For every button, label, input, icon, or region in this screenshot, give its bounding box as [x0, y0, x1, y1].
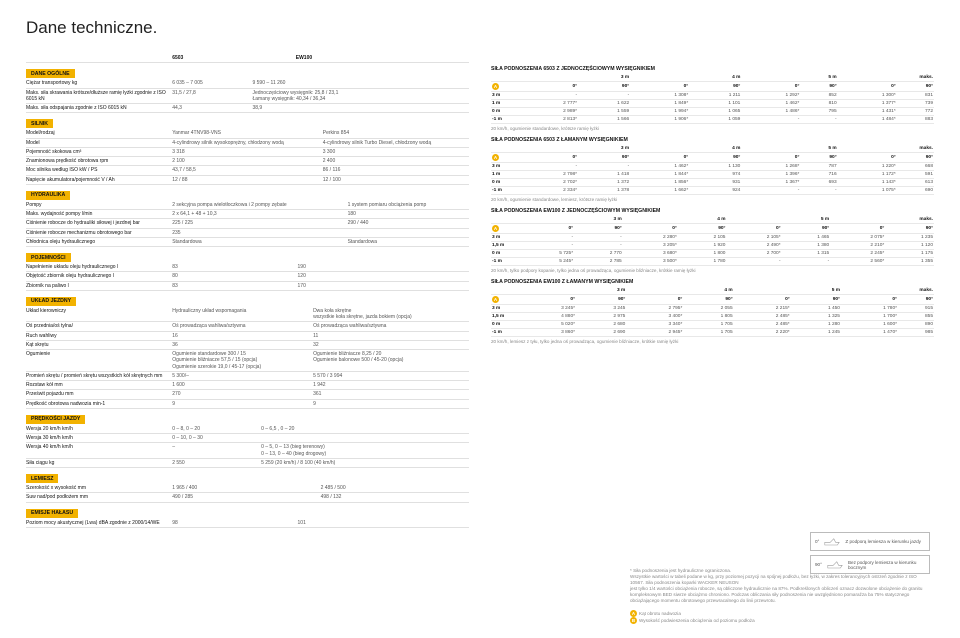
- lift-title: SIŁA PODNOSZENIA 6503 Z ŁAMANYM WYSIĘGNI…: [491, 137, 934, 143]
- table-row: Maks. siła skrawania krótsze/dłuższe ram…: [26, 88, 469, 104]
- table-row: Rozstaw kół mm1 6001 942: [26, 381, 469, 390]
- section-head: UKŁAD JEZDNY: [26, 297, 76, 306]
- lift-title: SIŁA PODNOSZENIA EW100 Z JEDNOCZĘŚCIOWYM…: [491, 208, 934, 214]
- table-row: Maks. siła odspajania zgodnie z ISO 6015…: [26, 104, 469, 113]
- table-row: -1 m2 813*1 5661 906*1 059--1 484*883: [491, 116, 934, 124]
- table-row: Wersja 30 km/h km/h0 – 10, 0 – 30: [26, 434, 469, 443]
- page-title: Dane techniczne.: [26, 18, 469, 38]
- table-row: Maks. wydajność pompy l/min2 x 64,1 + 48…: [26, 210, 469, 219]
- table-row: Ciśnienie robocze do hydrauliki siłowej …: [26, 219, 469, 228]
- legend-a: Kąt obrotu nadwozia: [639, 611, 681, 616]
- table-row: Promień skrętu / promień skrętu wszystki…: [26, 371, 469, 380]
- marker-b-icon: B: [630, 617, 637, 624]
- table-row: 0 m2 989*1 5591 994*1 0651 486*7951 431*…: [491, 108, 934, 116]
- table-row: Prędkość obrotowa nadwozia min-199: [26, 399, 469, 408]
- table-row: OgumienieOgumienie standardowe 300 / 15 …: [26, 350, 469, 372]
- table-row: Suw nad/pod podłożem mm490 / 285498 / 13…: [26, 493, 469, 502]
- angle-0: 0°: [815, 539, 819, 544]
- table-row: Pompy2 sekcyjna pompa wielotłoczkowa i 2…: [26, 201, 469, 210]
- spec-table: Napełnienie układu oleju hydraulicznego …: [26, 263, 469, 291]
- footnote-asterisk: * Siła podnoszenia jest hydrauliczne ogr…: [630, 568, 930, 604]
- table-row: Ciśnienie robocze mechanizmu obrotowego …: [26, 228, 469, 237]
- table-row: 1 m2 798*1 4181 844*9741 396*7161 172*59…: [491, 171, 934, 179]
- lift-note: 20 km/h, ogumienie standardowe, lemiesz,…: [491, 197, 934, 202]
- angle-90: 90°: [815, 562, 822, 567]
- table-row: -1 m3 860*2 6902 945*1 7052 220*1 2451 4…: [491, 329, 934, 337]
- table-row: Wersja 40 km/h km/h–0 – 5, 0 – 13 (bieg …: [26, 443, 469, 459]
- legend-b: Wysokość podwieszenia obciążenia od pozi…: [639, 618, 755, 623]
- lift-title: SIŁA PODNOSZENIA EW100 Z ŁAMANYM WYSIĘGN…: [491, 279, 934, 285]
- spec-table: Poziom mocy akustycznej (Lwa) dBA zgodni…: [26, 519, 469, 528]
- table-row: 3 m--1 308*1 2111 292*8521 300*831: [491, 92, 934, 100]
- spec-table: Wersja 20 km/h km/h0 – 8, 0 – 200 – 6,5 …: [26, 425, 469, 468]
- table-row: 1 m2 777*1 6221 849*1 1011 462*8101 377*…: [491, 100, 934, 108]
- lift-table: 3 m4 m5 mmaks.A0°90°0°90°0°90°0°90°3 m--…: [491, 216, 934, 266]
- table-row: Ruch wahliwy1611: [26, 331, 469, 340]
- lift-table: 3 m4 m5 mmaks.A0°90°0°90°0°90°0°90°3 m3 …: [491, 287, 934, 337]
- table-row: Objętość zbiornik oleju hydraulicznego l…: [26, 272, 469, 281]
- right-column: SIŁA PODNOSZENIA 6503 Z JEDNOCZĘŚCIOWYM …: [491, 18, 934, 530]
- table-row: Wersja 20 km/h km/h0 – 8, 0 – 200 – 6,5 …: [26, 425, 469, 434]
- table-row: -1 m5 245*2 7853 500*1 780--2 560*1 355: [491, 258, 934, 266]
- table-row: 0 m5 725*2 7703 680*1 8002 700*1 3152 24…: [491, 250, 934, 258]
- lift-note: 20 km/h, ogumienie standardowe, krótsze …: [491, 126, 934, 131]
- table-row: Napełnienie układu oleju hydraulicznego …: [26, 263, 469, 272]
- section-head: DANE OGÓLNE: [26, 69, 75, 78]
- angle-0-text: Z podporą lemiesza w kierunku jazdy: [845, 539, 921, 544]
- table-row: Kąt skrętu3632: [26, 340, 469, 349]
- lift-table: 3 m4 m5 mmaks.A0°90°0°90°0°90°0°90°3 m--…: [491, 145, 934, 195]
- table-row: 0 m5 020*2 6803 340*1 7052 485*1 2801 60…: [491, 321, 934, 329]
- table-row: 3 m--1 462*1 1301 268*7871 220*668: [491, 163, 934, 171]
- table-row: 0 m2 702*1 3721 856*9311 367*6931 143*61…: [491, 179, 934, 187]
- excavator-icon: [823, 536, 841, 547]
- spec-table: Ciężar transportowy kg6 035 – 7 0059 590…: [26, 79, 469, 113]
- section-head: EMISJE HAŁASU: [26, 509, 78, 518]
- spec-table: Pompy2 sekcyjna pompa wielotłoczkowa i 2…: [26, 201, 469, 247]
- table-row: Szerokość x wysokość mm1 965 / 4002 485 …: [26, 484, 469, 493]
- table-row: 3 m--2 280*2 1052 105*1 4652 075*1 235: [491, 234, 934, 242]
- table-row: Siła ciągu kg2 5505 259 (20 km/h) / 8 10…: [26, 458, 469, 467]
- table-row: Prześwit pojazdu mm270361: [26, 390, 469, 399]
- section-head: LEMIESZ: [26, 474, 58, 483]
- spec-table: Układ kierowniczyHydrauliczny układ wspo…: [26, 307, 469, 409]
- footer-notes: * Siła podnoszenia jest hydrauliczne ogr…: [630, 568, 930, 624]
- lift-title: SIŁA PODNOSZENIA 6503 Z JEDNOCZĘŚCIOWYM …: [491, 66, 934, 72]
- lift-note: 20 km/h, tylko podpory kopanie, tylko je…: [491, 268, 934, 273]
- table-row: -1 m2 334*1 3781 662*924--1 075*690: [491, 187, 934, 195]
- table-row: Napięcie akumulatora/pojemność V / Ah12 …: [26, 175, 469, 184]
- marker-a-icon: A: [630, 610, 637, 617]
- table-row: Układ kierowniczyHydrauliczny układ wspo…: [26, 307, 469, 322]
- table-row: 1,5 m4 880*2 9753 400*1 8052 485*1 3251 …: [491, 313, 934, 321]
- spec-table: Model/rodzajYanmar 4TNV98-VNSPerkins 854…: [26, 129, 469, 185]
- section-head: HYDRAULIKA: [26, 191, 70, 200]
- table-row: Oś przednia/oś tylna/Oś prowadząca wahli…: [26, 322, 469, 331]
- table-row: 1,5 m--3 205*1 9202 490*1 3802 210*1 120: [491, 242, 934, 250]
- table-row: Pojemność skokowa cm³3 3183 300: [26, 147, 469, 156]
- table-row: Chłodnica oleju hydraulicznegoStandardow…: [26, 237, 469, 246]
- table-row: 3 m3 245*3 2452 795*2 0552 215*1 4501 78…: [491, 305, 934, 313]
- section-head: PRĘDKOŚCI JAZDY: [26, 415, 85, 424]
- table-row: Zbiornik na paliwo l83170: [26, 281, 469, 290]
- lift-note: 20 km/h, lemiesz z tyłu, tylko jedna oś …: [491, 339, 934, 344]
- section-head: POJEMNOŚCI: [26, 253, 71, 262]
- table-row: Moc silnika według ISO kW / PS43,7 / 58,…: [26, 166, 469, 175]
- table-row: Poziom mocy akustycznej (Lwa) dBA zgodni…: [26, 519, 469, 528]
- left-column: Dane techniczne. 6503EW100DANE OGÓLNECię…: [26, 18, 469, 530]
- table-row: Model/rodzajYanmar 4TNV98-VNSPerkins 854: [26, 129, 469, 138]
- table-row: Model4-cylindrowy silnik wysokoprężny, c…: [26, 138, 469, 147]
- table-row: Znamionowa prędkość obrotowa rpm2 1002 4…: [26, 157, 469, 166]
- lift-table: 3 m4 m5 mmaks.A0°90°0°90°0°90°0°90°3 m--…: [491, 74, 934, 124]
- section-head: SILNIK: [26, 119, 53, 128]
- spec-table: Szerokość x wysokość mm1 965 / 4002 485 …: [26, 484, 469, 503]
- table-row: Ciężar transportowy kg6 035 – 7 0059 590…: [26, 79, 469, 88]
